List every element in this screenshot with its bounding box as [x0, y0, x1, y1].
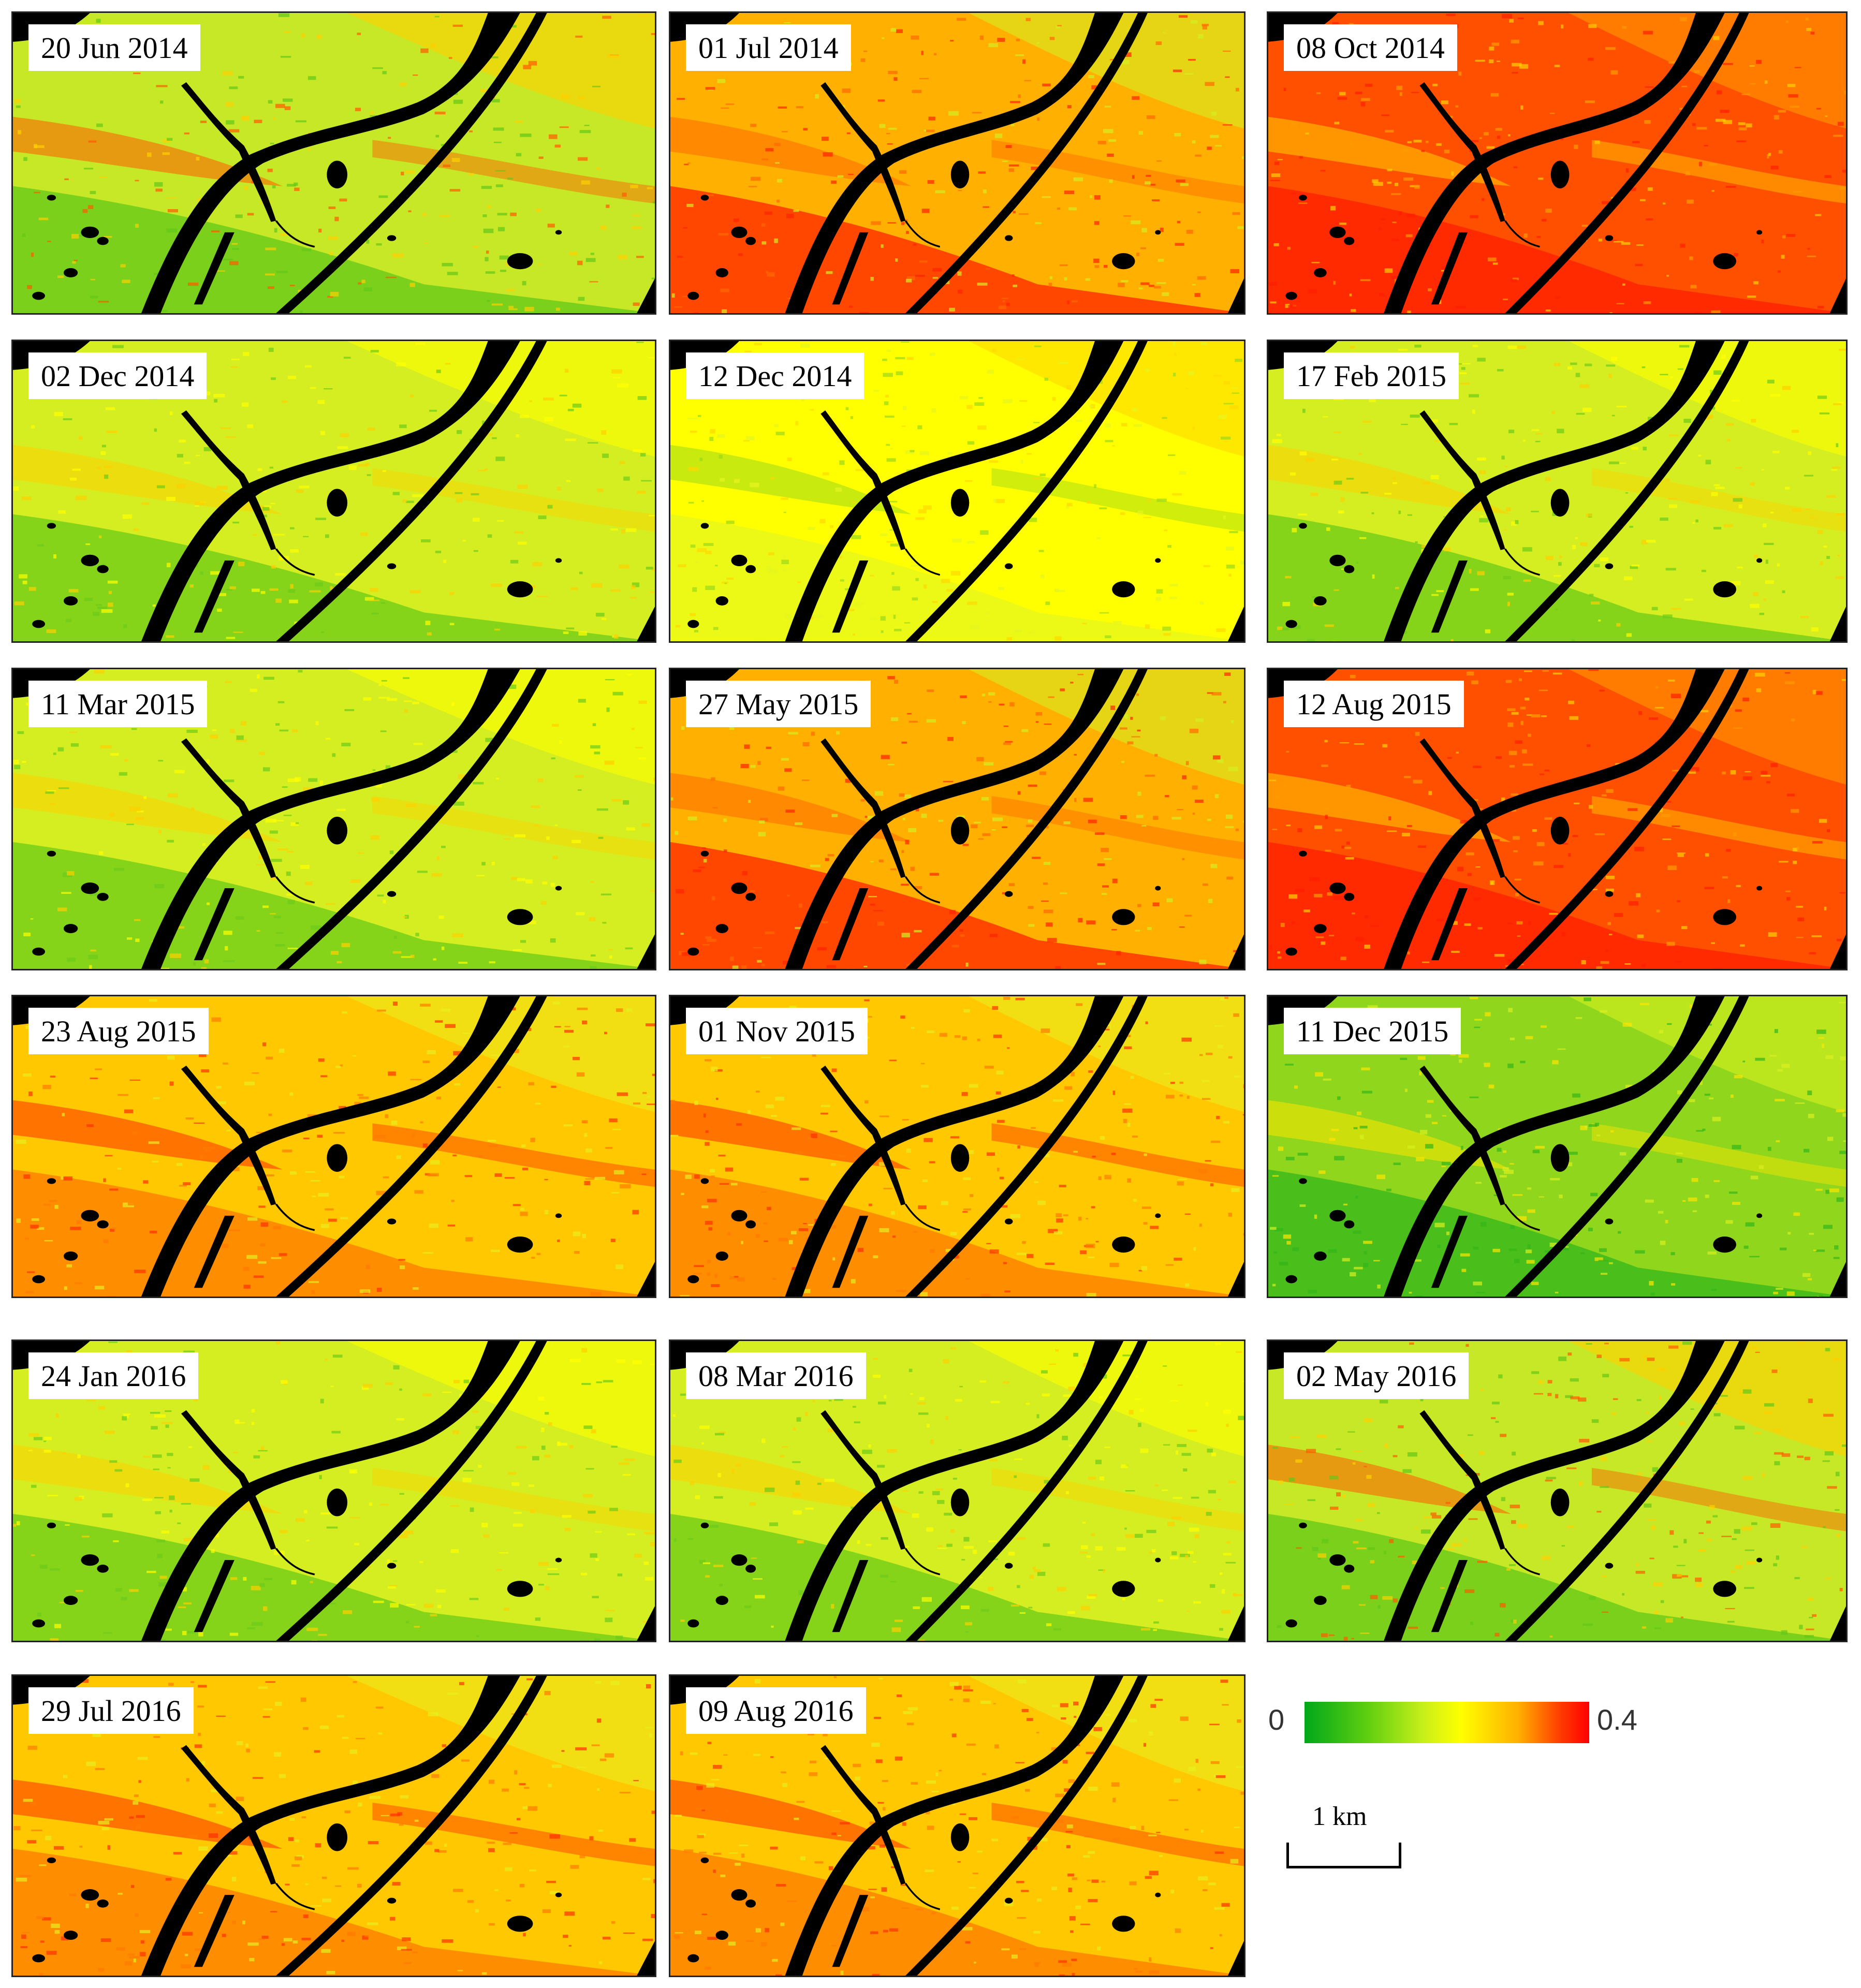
legend-max-label: 0.4	[1597, 1703, 1637, 1736]
map-image	[13, 13, 655, 313]
map-panel: 23 Aug 2015	[11, 995, 656, 1298]
panel-date-label: 29 Jul 2016	[28, 1687, 194, 1734]
map-panel: 11 Dec 2015	[1267, 995, 1848, 1298]
map-panel: 27 May 2015	[669, 668, 1245, 970]
map-image	[1268, 996, 1846, 1297]
legend-min-label: 0	[1268, 1703, 1285, 1736]
map-panel: 09 Aug 2016	[669, 1674, 1245, 1977]
map-image	[1268, 13, 1846, 313]
panel-date-label: 01 Nov 2015	[686, 1008, 868, 1054]
panel-date-label: 12 Dec 2014	[686, 352, 864, 399]
panel-date-label: 09 Aug 2016	[686, 1687, 866, 1734]
map-panel: 08 Oct 2014	[1267, 11, 1848, 315]
map-panel: 29 Jul 2016	[11, 1674, 656, 1977]
map-panel: 12 Dec 2014	[669, 340, 1245, 643]
map-image	[13, 996, 655, 1297]
scale-bar	[1286, 1843, 1401, 1868]
panel-date-label: 17 Feb 2015	[1284, 352, 1459, 399]
panel-date-label: 01 Jul 2014	[686, 24, 851, 71]
map-panel: 01 Nov 2015	[669, 995, 1245, 1298]
panel-date-label: 02 Dec 2014	[28, 352, 207, 399]
map-image	[13, 1676, 655, 1976]
panel-date-label: 24 Jan 2016	[28, 1352, 199, 1399]
map-panel: 08 Mar 2016	[669, 1339, 1245, 1642]
panel-date-label: 08 Mar 2016	[686, 1352, 866, 1399]
map-panel: 20 Jun 2014	[11, 11, 656, 315]
panel-date-label: 08 Oct 2014	[1284, 24, 1457, 71]
map-panel: 02 May 2016	[1267, 1339, 1848, 1642]
map-panel: 01 Jul 2014	[669, 11, 1245, 315]
panel-date-label: 23 Aug 2015	[28, 1008, 209, 1054]
map-image	[670, 341, 1244, 641]
map-image	[670, 996, 1244, 1297]
scale-bar-label: 1 km	[1312, 1802, 1367, 1831]
panel-date-label: 11 Dec 2015	[1284, 1008, 1461, 1054]
map-panel: 12 Aug 2015	[1267, 668, 1848, 970]
legend: 0 0.4 1 km	[1263, 1672, 1657, 1879]
panel-date-label: 11 Mar 2015	[28, 681, 208, 727]
panel-date-label: 27 May 2015	[686, 681, 871, 727]
map-panel: 02 Dec 2014	[11, 340, 656, 643]
panel-date-label: 12 Aug 2015	[1284, 681, 1464, 727]
panel-date-label: 20 Jun 2014	[28, 24, 200, 71]
map-image	[670, 669, 1244, 969]
map-panel: 11 Mar 2015	[11, 668, 656, 970]
map-panel: 24 Jan 2016	[11, 1339, 656, 1642]
map-panel: 17 Feb 2015	[1267, 340, 1848, 643]
legend-color-bar	[1305, 1702, 1589, 1743]
panel-date-label: 02 May 2016	[1284, 1352, 1469, 1399]
